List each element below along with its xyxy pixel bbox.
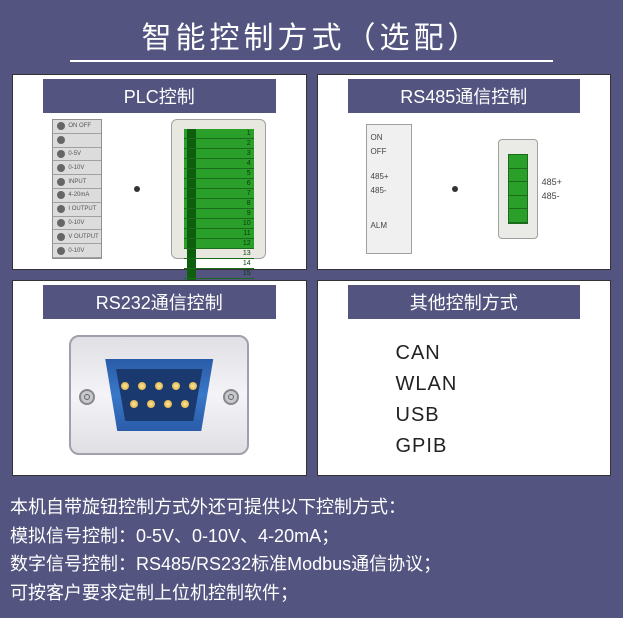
card-other: 其他控制方式 CAN WLAN USB GPIB [317, 280, 612, 476]
dot-mark [134, 186, 140, 192]
footer-line: 可按客户要求定制上位机控制软件； [10, 579, 613, 608]
card-plc-body: ON OFF 0-5V 0-10V INPUT 4-20mA I OUTPUT … [21, 117, 298, 261]
rs485-plug [498, 139, 538, 239]
db9-connector [64, 325, 254, 465]
footer-text: 本机自带旋钮控制方式外还可提供以下控制方式： 模拟信号控制：0-5V、0-10V… [10, 493, 613, 608]
cards-grid: PLC控制 ON OFF 0-5V 0-10V INPUT 4-20mA I O… [12, 74, 611, 476]
footer-line: 模拟信号控制：0-5V、0-10V、4-20mA； [10, 522, 613, 551]
footer-line: 本机自带旋钮控制方式外还可提供以下控制方式： [10, 493, 613, 522]
card-other-title: 其他控制方式 [348, 285, 581, 319]
db9-screw-left [79, 389, 95, 405]
card-plc-title: PLC控制 [43, 79, 276, 113]
card-plc: PLC控制 ON OFF 0-5V 0-10V INPUT 4-20mA I O… [12, 74, 307, 270]
db9-screw-right [223, 389, 239, 405]
list-item: CAN [396, 342, 458, 365]
card-rs232: RS232通信控制 [12, 280, 307, 476]
card-rs232-title: RS232通信控制 [43, 285, 276, 319]
rs485-connector: 485+ 485- [498, 139, 562, 239]
list-item: WLAN [396, 373, 458, 396]
plc-terminal-strip: ON OFF 0-5V 0-10V INPUT 4-20mA I OUTPUT … [52, 119, 102, 259]
card-rs485: RS485通信控制 ON OFF 485+ 485- ALM 485+ 485- [317, 74, 612, 270]
other-protocol-list: CAN WLAN USB GPIB [326, 332, 458, 458]
plc-green-connector: 1 2 3 4 5 6 7 8 9 10 11 12 13 14 15 16 [171, 119, 266, 259]
card-other-body: CAN WLAN USB GPIB [326, 323, 603, 467]
header-underline [70, 60, 553, 62]
card-rs485-title: RS485通信控制 [348, 79, 581, 113]
rs485-pin-labels: 485+ 485- [542, 175, 562, 204]
rs485-label-panel: ON OFF 485+ 485- ALM [366, 124, 412, 254]
card-rs485-body: ON OFF 485+ 485- ALM 485+ 485- [326, 117, 603, 261]
page-title: 智能控制方式（选配） [142, 13, 482, 57]
footer-line: 数字信号控制：RS485/RS232标准Modbus通信协议； [10, 550, 613, 579]
dot-mark [452, 186, 458, 192]
list-item: USB [396, 404, 458, 427]
list-item: GPIB [396, 435, 458, 458]
card-rs232-body [21, 323, 298, 467]
